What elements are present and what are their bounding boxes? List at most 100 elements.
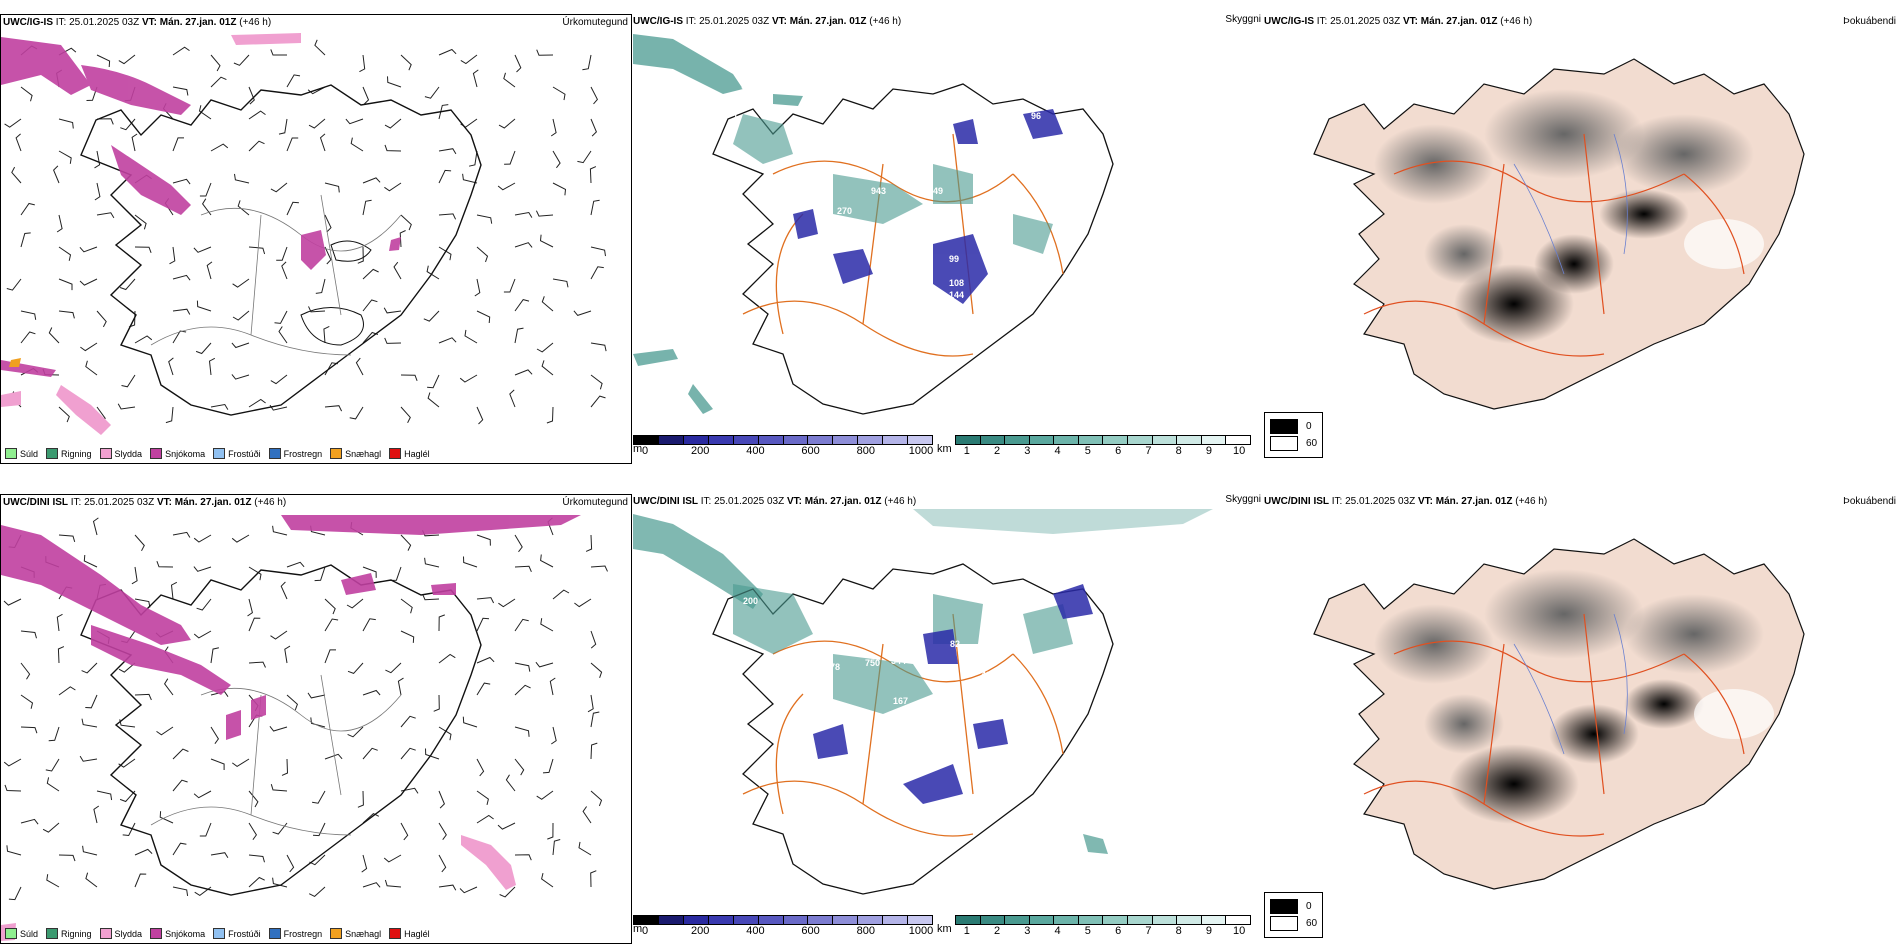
wind-barb	[552, 182, 567, 196]
wind-barb	[3, 758, 22, 767]
colorbar-tick: 400	[746, 925, 765, 937]
colorbar-swatch	[1177, 436, 1202, 444]
fog-key-row: 0	[1270, 899, 1317, 914]
wind-barb	[315, 278, 326, 294]
wind-barb	[237, 200, 250, 216]
wind-barb	[308, 118, 326, 129]
wind-barb	[476, 758, 485, 777]
wind-barb	[400, 534, 412, 551]
wind-barb	[362, 86, 370, 105]
ceiling-patches	[813, 584, 1093, 804]
ceiling-label: 478	[825, 662, 840, 672]
ceiling-label: 206	[1031, 706, 1046, 716]
wind-barb	[541, 872, 554, 888]
colorbar-swatch	[783, 916, 809, 924]
wind-barb	[196, 300, 212, 312]
wind-barb	[79, 246, 98, 253]
wind-barb	[172, 748, 189, 760]
wind-barb	[514, 242, 533, 248]
wind-barb	[551, 726, 557, 745]
wind-barb	[400, 374, 418, 381]
roads	[1363, 613, 1745, 837]
wind-barb	[324, 649, 336, 664]
wind-barb	[94, 182, 101, 201]
wind-barb	[438, 48, 457, 56]
colorbar-swatch	[683, 436, 709, 444]
wind-barb	[121, 374, 136, 388]
wind-barb	[307, 86, 326, 95]
ceiling-bar-ticks: 0 200 400 600 800 1000	[633, 925, 933, 938]
colorbar-tick: 1000	[908, 445, 934, 457]
fog-map	[1313, 538, 1805, 890]
visibility-streaks	[633, 34, 803, 414]
wind-barb	[503, 72, 516, 88]
wind-barb	[81, 662, 98, 674]
wind-barb	[384, 337, 402, 344]
wind-barb	[79, 278, 98, 286]
wind-barb	[92, 517, 99, 536]
wind-barb	[438, 854, 447, 873]
wind-barb	[535, 210, 554, 217]
wind-barb	[58, 246, 72, 261]
ceiling-label: 344	[891, 656, 906, 666]
wind-barb	[427, 392, 440, 408]
colorbar-tick: 800	[856, 925, 875, 937]
wind-barb	[210, 758, 225, 770]
wind-barb	[248, 110, 266, 120]
wind-barb	[85, 872, 98, 888]
vis-bar-ticks: 1 2 3 4 5 6 7 8 9 10	[955, 925, 1251, 938]
wind-barb	[20, 331, 36, 344]
fog-key-swatch	[1270, 436, 1298, 451]
wind-barb	[270, 784, 288, 792]
wind-barb	[172, 330, 187, 344]
wind-barb	[498, 598, 516, 608]
wind-barb	[20, 630, 37, 639]
wind-barb	[308, 886, 326, 897]
wind-barb	[433, 694, 440, 712]
wind-barb	[312, 790, 326, 804]
wind-barb	[20, 202, 35, 216]
ceiling-bar-swatches	[633, 435, 933, 445]
ceiling-label: 316	[1045, 181, 1060, 191]
wind-barb	[497, 182, 516, 191]
wind-barb	[96, 310, 107, 328]
wind-barb	[438, 169, 452, 184]
wind-barb	[120, 118, 136, 131]
ceiling-label: 144	[949, 290, 964, 300]
legend-item-hail: Haglél	[389, 448, 430, 459]
colorbar-swatch	[733, 916, 759, 924]
wind-barb	[233, 54, 250, 66]
wind-barb	[134, 693, 152, 701]
legend-item-snow-pellets: Snæhagl	[330, 448, 381, 459]
wind-barb	[590, 742, 598, 760]
wind-barb	[11, 166, 22, 184]
wind-barb	[276, 246, 288, 261]
wind-barb	[399, 230, 406, 248]
wind-barb	[6, 278, 22, 291]
wind-barb	[499, 886, 516, 898]
wind-barb	[552, 839, 561, 856]
ceiling-label: 99	[1063, 118, 1073, 128]
wind-barb	[308, 306, 326, 313]
wind-barb	[324, 618, 339, 632]
colorbar-swatch	[683, 916, 709, 924]
panel-title: Skyggni	[1225, 494, 1261, 505]
wind-barb	[134, 873, 147, 888]
wind-barb	[383, 307, 402, 314]
colorbar-tick: 7	[1145, 445, 1152, 457]
panel-title: Þokuábendi	[1843, 16, 1896, 27]
wind-barb	[424, 86, 440, 99]
wind-barb	[206, 261, 213, 280]
wind-barb	[578, 841, 592, 856]
wind-barb	[3, 598, 22, 606]
colorbar-tick: 1000	[908, 925, 934, 937]
wind-barb	[281, 758, 289, 776]
wind-barb	[278, 118, 288, 135]
coastline	[80, 84, 482, 416]
wind-barb	[589, 166, 597, 184]
precip-map	[1, 515, 608, 941]
wind-barb	[6, 845, 22, 856]
wind-barb	[210, 54, 221, 72]
wind-barb	[58, 150, 72, 164]
colorbar-tick: 1	[963, 925, 970, 937]
